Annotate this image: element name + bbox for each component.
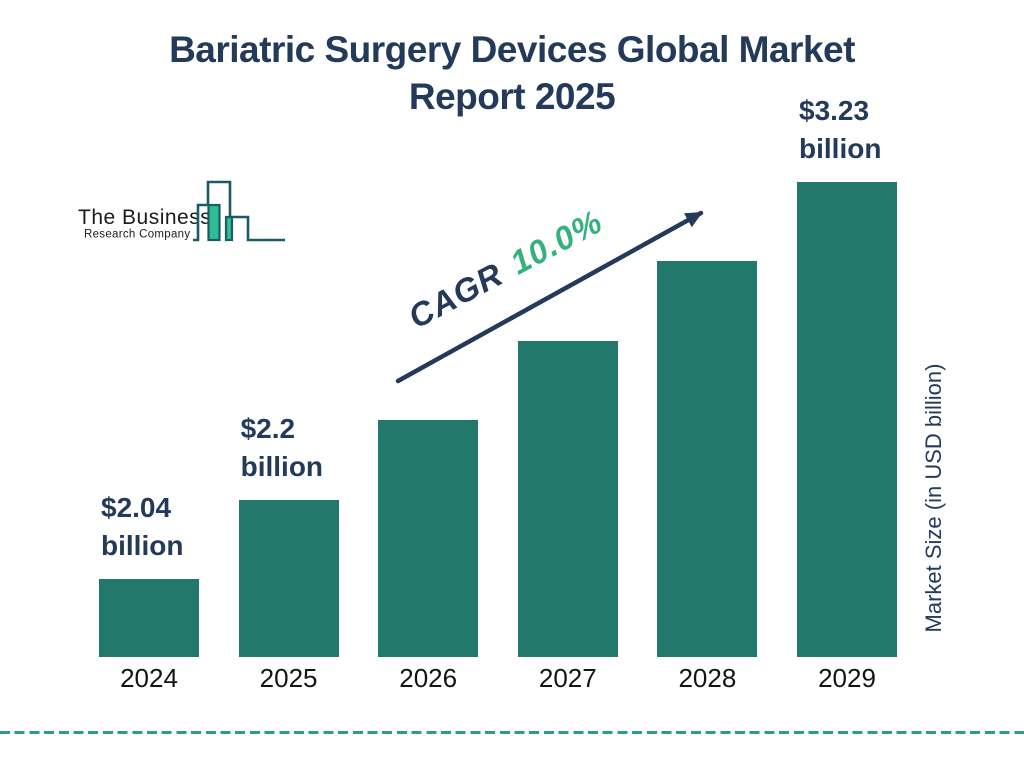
value-label-line: $2.2 bbox=[240, 412, 296, 444]
bar-2026 bbox=[378, 420, 479, 657]
logo-bar-filled-small bbox=[224, 215, 234, 242]
company-logo-graphic: The Business Research Company bbox=[78, 180, 285, 242]
page-title-line1: Bariatric Surgery Devices Global Market bbox=[169, 29, 855, 70]
cagr-annotation: CAGR10.0% bbox=[399, 200, 616, 343]
bar-2025 bbox=[238, 499, 339, 657]
cagr-label: CAGR bbox=[402, 255, 510, 336]
x-tick-2029: 2029 bbox=[818, 663, 876, 693]
value-label-2024: $2.04 billion bbox=[101, 489, 183, 565]
bar-2024 bbox=[99, 579, 199, 657]
value-label-line: billion bbox=[101, 530, 184, 561]
value-label-2029: $3.23 billion bbox=[799, 92, 881, 168]
page-title-line2: Report 2025 bbox=[408, 76, 616, 117]
value-label-line: $3.23 bbox=[799, 95, 870, 126]
bar-2029 bbox=[797, 182, 897, 657]
bar-2028 bbox=[657, 261, 758, 657]
x-tick-2025: 2025 bbox=[259, 663, 318, 693]
value-label-line: $2.04 bbox=[101, 492, 172, 523]
value-label-2025: $2.2 billion bbox=[241, 410, 323, 486]
logo-text-primary: The Business bbox=[78, 206, 211, 229]
bar-2027 bbox=[517, 340, 618, 657]
company-logo: The Business Research Company bbox=[70, 176, 300, 251]
value-label-line: billion bbox=[240, 450, 324, 482]
cagr-value: 10.0% bbox=[503, 202, 609, 282]
x-tick-2027: 2027 bbox=[538, 663, 597, 693]
logo-bars-outline bbox=[193, 180, 285, 242]
value-label-line: billion bbox=[799, 133, 882, 164]
page-title: Bariatric Surgery Devices Global Market … bbox=[0, 26, 1024, 120]
bottom-divider bbox=[0, 731, 1024, 735]
logo-bar-filled-tall bbox=[207, 203, 221, 242]
logo-text-secondary: Research Company bbox=[84, 229, 190, 241]
y-axis-title: Market Size (in USD billion) bbox=[921, 363, 946, 633]
x-tick-2024: 2024 bbox=[120, 663, 178, 693]
x-tick-2028: 2028 bbox=[678, 663, 737, 693]
x-tick-2026: 2026 bbox=[399, 663, 458, 693]
